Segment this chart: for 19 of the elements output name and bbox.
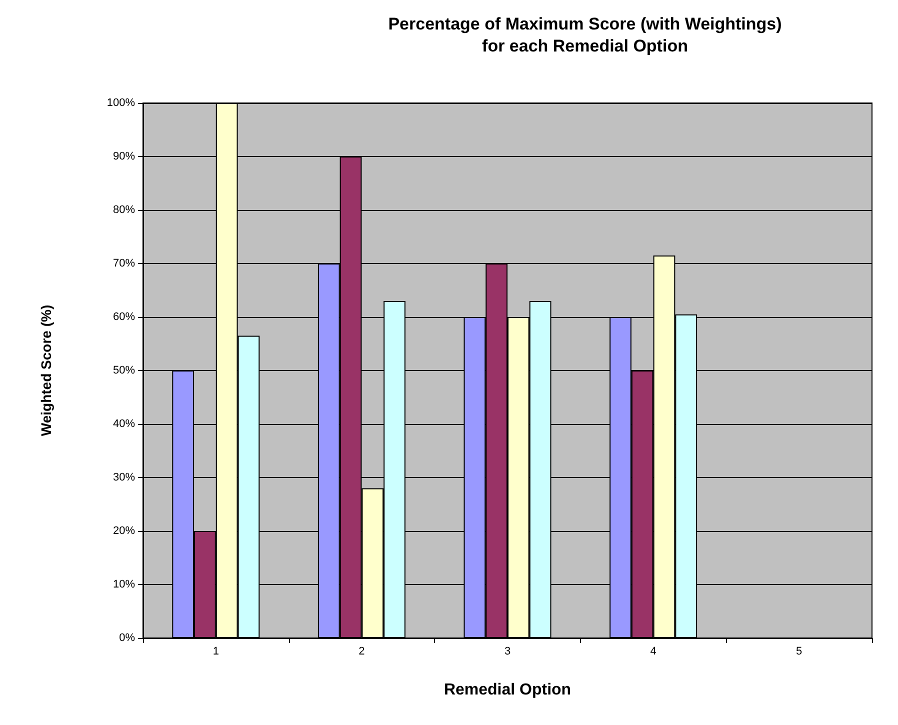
x-tick-label: 5 [796, 646, 802, 658]
y-tick-label: 40% [112, 418, 136, 430]
y-tick-label: 70% [112, 258, 136, 270]
x-axis-title: Remedial Option [444, 682, 572, 698]
y-tick-label: 90% [112, 150, 136, 162]
y-tick-label: 20% [112, 525, 136, 537]
y-tick-label: 50% [112, 364, 136, 376]
x-tick-label: 2 [358, 646, 365, 658]
y-tick-label: 10% [112, 578, 136, 590]
x-tick-label: 1 [212, 646, 219, 658]
x-tick-label: 3 [504, 646, 511, 658]
y-tick-label: 30% [112, 472, 136, 484]
y-tick-label: 80% [112, 204, 136, 216]
y-tick-label: 100% [106, 97, 136, 109]
y-axis-title: Weighted Score (%) [38, 304, 54, 436]
y-tick-label: 60% [112, 311, 136, 323]
chart-title: Percentage of Maximum Score (with Weightings) for each Remedial Option [388, 14, 782, 56]
x-tick-label: 4 [650, 646, 656, 658]
y-tick-label: 0% [119, 632, 136, 644]
